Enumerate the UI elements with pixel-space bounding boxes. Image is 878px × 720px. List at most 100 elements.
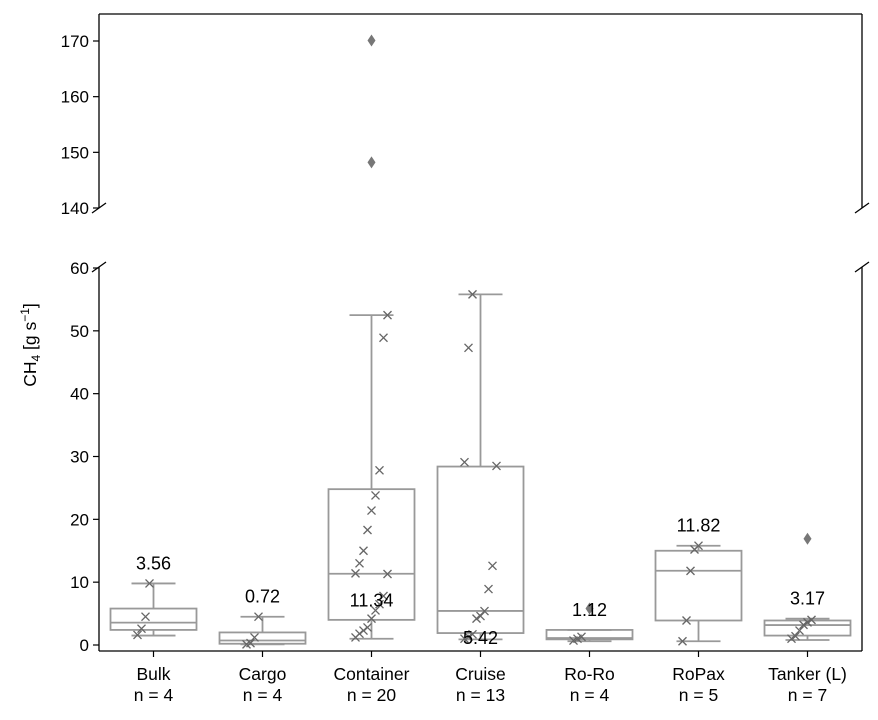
data-point-stroke [480, 606, 489, 616]
data-point-stroke [468, 629, 477, 639]
data-point-stroke [383, 310, 392, 320]
lower-axis-panel: 0 10 20 30 40 50 60 [70, 259, 863, 655]
outlier-marker [803, 532, 812, 545]
y-axis-title-superscript: −1 [18, 308, 32, 322]
y-tick-label: 60 [70, 259, 89, 278]
data-point-stroke [472, 614, 481, 624]
data-point [678, 636, 687, 646]
category-count: n = 4 [243, 685, 283, 705]
data-point-stroke [141, 612, 150, 622]
y-tick-label: 20 [70, 510, 89, 529]
outlier-marker [585, 602, 594, 615]
data-point [375, 465, 384, 475]
y-axis-title-unit: [g s [20, 322, 40, 355]
category-count: n = 5 [679, 685, 718, 705]
category-count: n = 13 [456, 685, 505, 705]
data-point [371, 605, 380, 615]
category-name: Tanker (L) [768, 664, 847, 684]
box-container: 11.34 [327, 34, 416, 642]
box-marks: 3.56 0.72 11.34 5.42 1.12 11.82 3.17 [109, 34, 852, 649]
data-point-stroke [379, 333, 388, 343]
y-tick-label: 50 [70, 322, 89, 341]
data-point-stroke [371, 605, 380, 615]
iqr-box [763, 619, 852, 637]
category-count: n = 4 [134, 685, 174, 705]
data-point-stroke [363, 525, 372, 535]
data-point-stroke [363, 622, 372, 632]
y-tick-label: 0 [80, 636, 89, 655]
box-ropax: 11.82 [654, 516, 743, 646]
data-point-stroke [367, 506, 376, 515]
data-point [472, 614, 481, 624]
category-name: Ro-Ro [564, 664, 615, 684]
data-point [375, 599, 384, 609]
iqr-box [654, 549, 743, 622]
data-point-stroke [807, 615, 816, 625]
data-point [480, 606, 489, 616]
data-point [795, 626, 804, 636]
data-point [355, 558, 364, 568]
y-axis-title: CH4 [g s−1] [18, 303, 43, 387]
data-point-stroke [484, 584, 493, 594]
data-point-stroke [375, 599, 384, 609]
data-point-stroke [787, 634, 796, 644]
data-point-stroke [678, 636, 687, 646]
data-point-stroke [367, 614, 376, 624]
box-bulk: 3.56 [109, 553, 198, 640]
data-point-stroke [694, 541, 703, 551]
data-point [351, 568, 360, 578]
data-point [488, 561, 497, 571]
data-point [254, 612, 263, 622]
category-count: n = 20 [347, 685, 396, 705]
median-label: 11.34 [350, 591, 394, 611]
data-point-stroke [351, 568, 360, 578]
data-point-stroke [371, 490, 380, 500]
data-point-stroke [460, 457, 469, 467]
data-point-stroke [682, 616, 691, 625]
median-label: 5.42 [463, 628, 498, 648]
data-point-stroke [791, 631, 800, 641]
median-label: 0.72 [245, 587, 280, 607]
median-label: 11.82 [677, 516, 721, 536]
data-point [133, 630, 142, 640]
category-count: n = 4 [570, 685, 610, 705]
data-point-stroke [464, 343, 473, 353]
data-point [383, 310, 392, 320]
data-point-stroke [577, 632, 586, 642]
data-point-stroke [464, 632, 473, 642]
data-point-stroke [803, 617, 812, 627]
data-point-stroke [145, 578, 154, 588]
data-point-stroke [492, 461, 501, 471]
median-label: 3.17 [790, 589, 825, 609]
box-ro-ro: 1.12 [545, 600, 634, 646]
y-tick-label: 40 [70, 385, 89, 404]
upper-axis-panel: 140 150 160 170 [61, 13, 870, 273]
data-point [367, 506, 376, 515]
data-point-stroke [133, 630, 142, 640]
data-point [379, 591, 388, 601]
data-point [476, 611, 485, 621]
data-point-stroke [379, 591, 388, 601]
y-tick-label: 170 [61, 32, 89, 51]
y-tick-label: 150 [61, 143, 89, 162]
box-cargo: 0.72 [218, 587, 307, 649]
data-point-stroke [686, 566, 695, 576]
data-point [468, 629, 477, 639]
data-point [145, 578, 154, 588]
data-point [137, 624, 146, 634]
data-point [246, 638, 255, 648]
outlier-marker [367, 156, 376, 169]
data-point-stroke [254, 612, 263, 622]
category-name: Bulk [136, 664, 170, 684]
data-point-stroke [359, 546, 368, 556]
data-point [577, 632, 586, 642]
outlier-marker [367, 34, 376, 47]
category-name: Cruise [455, 664, 506, 684]
category-count: n = 7 [788, 685, 827, 705]
y-axis-title-subscript: 4 [29, 355, 43, 362]
data-point [492, 461, 501, 471]
box-tanker-l: 3.17 [763, 532, 852, 644]
data-point-stroke [137, 624, 146, 634]
data-point [464, 632, 473, 642]
